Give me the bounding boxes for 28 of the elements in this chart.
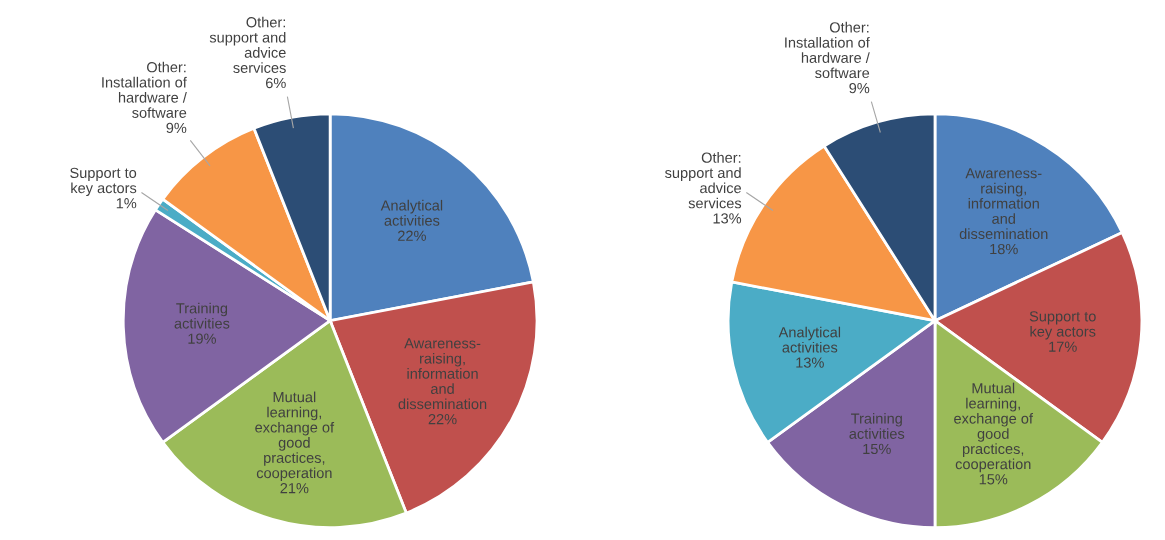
slice-label: Support to key actors [70,167,137,197]
slice-label: Support to key actors [1029,311,1096,340]
data-label: 15% [863,443,891,455]
data-label: 22% [398,230,426,241]
slice-label: Other: Installation of hardware / software [102,61,187,118]
slice-label: Awareness- raising, information and dissemination [959,168,1048,240]
data-label: 6% [265,77,286,89]
slice-label: Training activities [174,302,230,329]
slice-label: Mutual learning, exchange of good practices, cooperation [255,391,335,482]
data-label: 17% [1049,341,1077,352]
data-label: 21% [280,483,309,494]
slice-label: Analytical activities [380,199,443,226]
slice-label: Other: support and advice services [665,152,742,209]
slice-label: Training activities [849,413,905,439]
slice-label: Mutual learning, exchange of good practices, cooperation [954,382,1033,473]
data-label: 13% [796,357,824,368]
data-label: 9% [849,82,870,94]
data-label: 1% [116,198,137,209]
slice-label: Other: Installation of hardware / software [785,21,870,79]
slice-label: Awareness- raising, information and dissemination [398,338,487,410]
slice-label: Analytical activities [778,326,841,353]
data-label: 22% [428,414,457,425]
data-label: 13% [713,213,742,224]
data-label: 9% [166,122,187,134]
data-label: 15% [979,474,1008,485]
data-label: 19% [188,333,216,344]
data-label: 18% [990,243,1018,255]
slice-label: Other: support and advice services [209,16,286,73]
